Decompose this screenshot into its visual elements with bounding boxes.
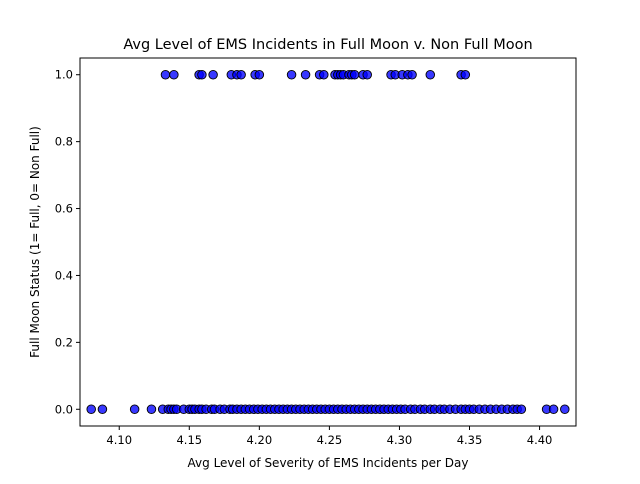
data-point: [300, 69, 311, 80]
data-point: [407, 69, 417, 80]
y-tick-label: 0.8: [55, 135, 73, 149]
y-tick-label: 0.6: [55, 202, 73, 216]
x-tick-label: 4.30: [387, 433, 413, 447]
data-points: [86, 69, 570, 415]
x-tick-label: 4.35: [457, 433, 483, 447]
data-point: [236, 69, 246, 80]
x-axis-label: Avg Level of Severity of EMS Incidents p…: [188, 456, 469, 470]
x-tick-label: 4.25: [317, 433, 343, 447]
plot-frame: [79, 57, 577, 427]
y-tick-label: 0.4: [55, 268, 73, 282]
data-point: [286, 69, 297, 80]
data-point: [208, 69, 218, 80]
x-tick-label: 4.15: [176, 433, 202, 447]
data-point: [548, 404, 559, 415]
data-point: [197, 69, 207, 80]
chart-title: Avg Level of EMS Incidents in Full Moon …: [123, 37, 532, 53]
y-tick-label: 1.0: [55, 68, 73, 82]
y-tick-label: 0.0: [55, 402, 73, 416]
data-point: [319, 69, 329, 80]
data-point: [160, 69, 171, 80]
data-point: [362, 69, 372, 80]
data-point: [516, 404, 527, 415]
data-point: [460, 69, 471, 80]
x-axis-ticks: 4.10 4.15 4.20 4.25 4.30 4.35 4.40: [106, 426, 552, 447]
data-point: [349, 69, 360, 80]
data-point: [97, 404, 108, 415]
data-point: [86, 404, 96, 415]
x-tick-label: 4.20: [247, 433, 273, 447]
data-point: [169, 69, 179, 80]
x-tick-label: 4.40: [527, 433, 553, 447]
data-point: [425, 69, 436, 80]
y-tick-label: 0.2: [55, 335, 73, 349]
y-axis-ticks: 0.0 0.2 0.4 0.6 0.8 1.0: [55, 68, 80, 416]
data-point: [146, 404, 157, 415]
data-point: [560, 404, 570, 415]
y-axis-label: Full Moon Status (1= Full, 0= Non Full): [28, 126, 42, 358]
data-point: [254, 69, 265, 80]
x-tick-label: 4.10: [106, 433, 132, 447]
data-point: [129, 404, 140, 415]
